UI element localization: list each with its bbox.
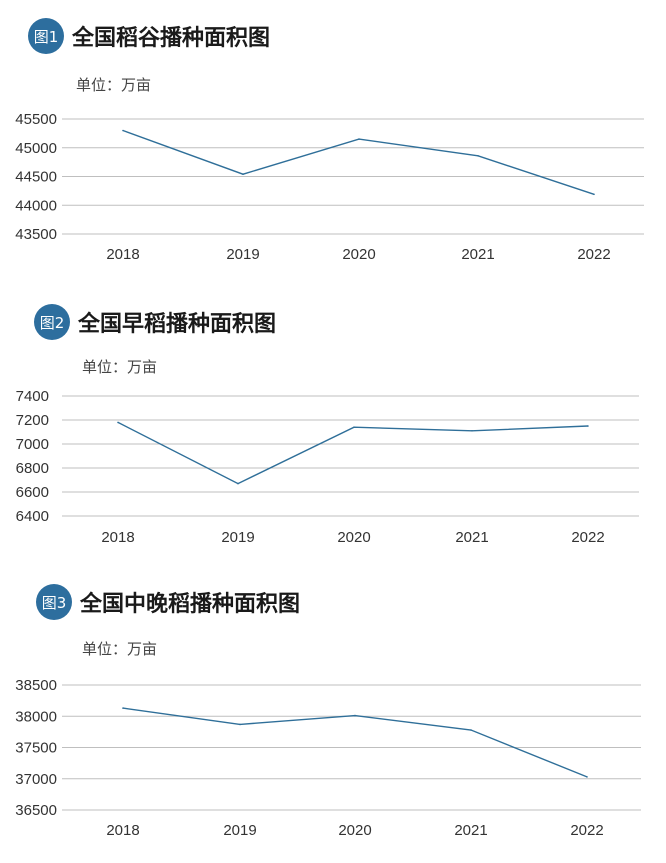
- y-tick-label: 44000: [15, 197, 57, 214]
- x-tick-label: 2021: [461, 246, 494, 263]
- y-tick-label: 45000: [15, 140, 57, 157]
- x-tick-label: 2018: [106, 822, 139, 839]
- x-tick-label: 2019: [223, 822, 256, 839]
- y-tick-label: 45500: [15, 111, 57, 128]
- unit-label-1: 单位：万亩: [76, 76, 152, 94]
- data-point: [122, 707, 124, 709]
- chart-header-2: 图2 全国早稻播种面积图: [34, 304, 276, 340]
- data-point: [470, 729, 472, 731]
- x-tick-label: 2020: [342, 246, 375, 263]
- data-point: [354, 714, 356, 717]
- x-tick-label: 2019: [226, 246, 259, 263]
- y-tick-label: 7400: [16, 388, 49, 405]
- data-point: [239, 723, 241, 726]
- x-tick-label: 2018: [106, 246, 139, 263]
- figure-badge-3: 图3: [36, 584, 72, 620]
- y-tick-label: 36500: [15, 802, 57, 819]
- figure-badge-1: 图1: [28, 18, 64, 54]
- data-point: [471, 430, 473, 432]
- x-tick-label: 2022: [570, 822, 603, 839]
- figure-badge-2: 图2: [34, 304, 70, 340]
- y-tick-label: 37500: [15, 740, 57, 757]
- y-tick-label: 7000: [16, 436, 49, 453]
- x-tick-label: 2020: [338, 822, 371, 839]
- x-tick-label: 2019: [221, 529, 254, 546]
- line-chart-1: 45500 45000 44500 44000 43500 2018 2019 2020 202…: [15, 111, 644, 263]
- y-tick-label: 38000: [15, 708, 57, 725]
- y-tick-label: 7200: [16, 412, 49, 429]
- y-tick-label: 6600: [16, 484, 49, 501]
- chart-header-1: 图1 全国稻谷播种面积图: [28, 18, 270, 54]
- x-tick-label: 2022: [577, 246, 610, 263]
- data-point: [587, 425, 589, 427]
- data-point: [122, 129, 124, 132]
- line-chart-2: 7400 7200 7000 6800 6600 6400 2018 2019 2020 2021…: [16, 388, 639, 546]
- y-tick-label: 6400: [16, 508, 49, 525]
- unit-label-2: 单位：万亩: [82, 358, 158, 376]
- data-point: [353, 426, 355, 429]
- x-tick-label: 2018: [101, 529, 134, 546]
- chart-title-3: 全国中晚稻播种面积图: [80, 592, 301, 617]
- x-tick-label: 2022: [571, 529, 604, 546]
- y-tick-label: 37000: [15, 771, 57, 788]
- data-point: [237, 482, 239, 485]
- data-point: [242, 173, 244, 175]
- chart-title-1: 全国稻谷播种面积图: [72, 26, 271, 51]
- data-point: [477, 155, 479, 157]
- data-point: [117, 421, 119, 424]
- chart-header-3: 图3 全国中晚稻播种面积图: [36, 584, 300, 620]
- unit-label-3: 单位：万亩: [82, 640, 158, 658]
- series-line: [122, 707, 588, 778]
- data-point: [586, 776, 588, 778]
- x-tick-label: 2021: [455, 529, 488, 546]
- data-point: [358, 138, 360, 140]
- x-tick-label: 2021: [454, 822, 487, 839]
- y-tick-label: 38500: [15, 677, 57, 694]
- chart-title-2: 全国早稻播种面积图: [78, 312, 277, 337]
- y-tick-label: 43500: [15, 226, 57, 243]
- x-tick-label: 2020: [337, 529, 370, 546]
- y-tick-label: 6800: [16, 460, 49, 477]
- y-tick-label: 44500: [15, 169, 57, 186]
- data-point: [593, 193, 595, 196]
